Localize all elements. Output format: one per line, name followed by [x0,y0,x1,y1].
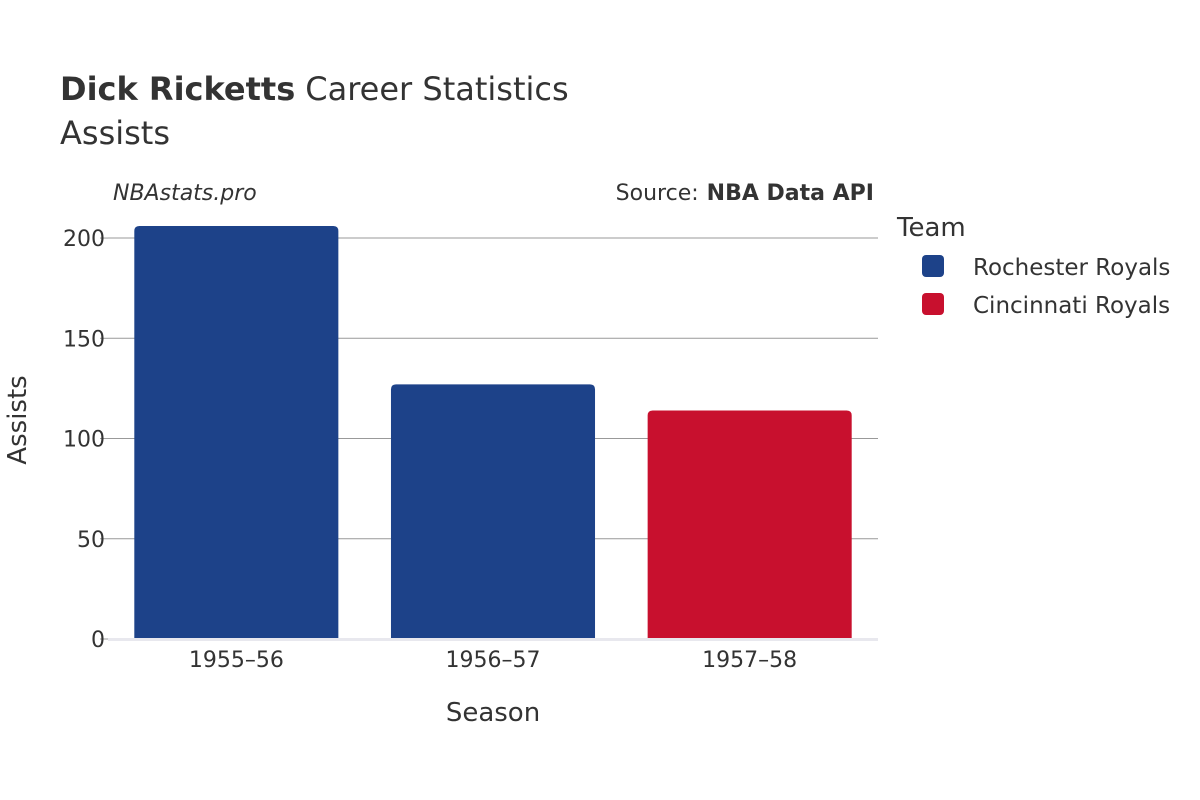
x-tick-label: 1955–56 [189,648,284,673]
x-tick-label: 1957–58 [702,648,797,673]
bar-1955–56[interactable] [134,226,339,639]
bars [134,226,852,639]
legend: Rochester Royals Cincinnati Royals [922,255,1170,319]
bar-1956–57[interactable] [390,384,596,639]
bar-1957–58[interactable] [647,410,852,639]
y-tick-label: 200 [63,227,105,252]
legend-title: Team [896,213,966,243]
y-tick-label: 0 [91,628,105,653]
y-axis-title: Assists [3,375,33,464]
watermark: NBAstats.pro [113,181,257,206]
legend-label[interactable]: Cincinnati Royals [973,293,1170,319]
x-axis-title: Season [446,698,540,728]
y-tick-labels: 0 50 100 150 200 [63,227,105,653]
chart-subtitle: Assists [60,114,170,152]
y-tick-label: 100 [63,428,105,453]
legend-swatch [922,255,944,277]
x-tick-label: 1956–57 [446,648,541,673]
source-value: NBA Data API [707,181,874,206]
legend-label[interactable]: Rochester Royals [973,255,1170,281]
x-axis-baseline [108,638,878,641]
y-tick-label: 50 [77,528,105,553]
chart-title-player: Dick Ricketts [60,70,295,108]
chart-title: Dick Ricketts Career Statistics [60,70,569,108]
y-tick-label: 150 [63,327,105,352]
source-text: Source: NBA Data API [616,181,874,206]
source-label: Source: [616,181,699,206]
legend-swatch [922,293,944,315]
chart-title-rest: Career Statistics [305,70,568,108]
x-tick-labels: 1955–56 1956–57 1957–58 [189,648,797,673]
